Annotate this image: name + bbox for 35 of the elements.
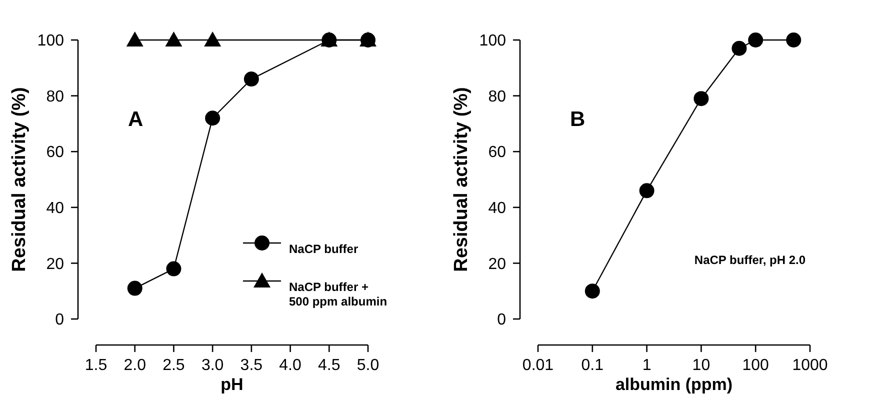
- x-tick-label: 0.1: [581, 357, 604, 374]
- y-tick-label: 40: [488, 200, 506, 217]
- annotation: B: [570, 108, 586, 132]
- annotation: NaCP buffer, pH 2.0: [694, 253, 806, 267]
- x-tick-label: 2.5: [162, 357, 185, 374]
- x-tick-label: 100: [742, 357, 770, 374]
- y-tick-label: 60: [46, 144, 64, 162]
- annotation: A: [128, 108, 144, 132]
- x-tick-label: 0.01: [522, 357, 554, 374]
- y-tick-label: 0: [55, 312, 64, 329]
- x-axis-title: pH: [220, 375, 244, 394]
- y-axis-title: Residual activity (%): [9, 87, 30, 272]
- x-tick-label: 4.5: [318, 357, 340, 374]
- legend-label: NaCP buffer + 500 ppm albumin: [289, 280, 388, 309]
- x-tick-label: 4.0: [279, 357, 302, 374]
- x-tick-label: 10: [692, 357, 710, 374]
- y-tick-label: 0: [497, 312, 506, 329]
- y-tick-label: 100: [479, 32, 506, 50]
- y-tick-label: 40: [46, 200, 64, 217]
- y-tick-label: 100: [37, 32, 64, 50]
- y-tick-label: 60: [488, 144, 506, 162]
- y-tick-label: 20: [46, 256, 64, 273]
- x-axis-title: albumin (ppm): [615, 375, 733, 394]
- x-tick-label: 3.0: [201, 357, 224, 374]
- x-tick-label: 5.0: [356, 357, 380, 374]
- x-tick-label: 3.5: [240, 357, 263, 374]
- legend-label: NaCP buffer: [289, 242, 358, 256]
- y-tick-label: 80: [46, 88, 64, 106]
- x-tick-label: 1000: [792, 357, 828, 374]
- x-tick-label: 1: [642, 357, 652, 374]
- y-tick-label: 20: [488, 256, 506, 273]
- x-tick-label: 1.5: [84, 357, 108, 374]
- y-tick-label: 80: [488, 88, 506, 106]
- y-axis-title: Residual activity (%): [451, 87, 472, 272]
- x-tick-label: 2.0: [124, 357, 146, 374]
